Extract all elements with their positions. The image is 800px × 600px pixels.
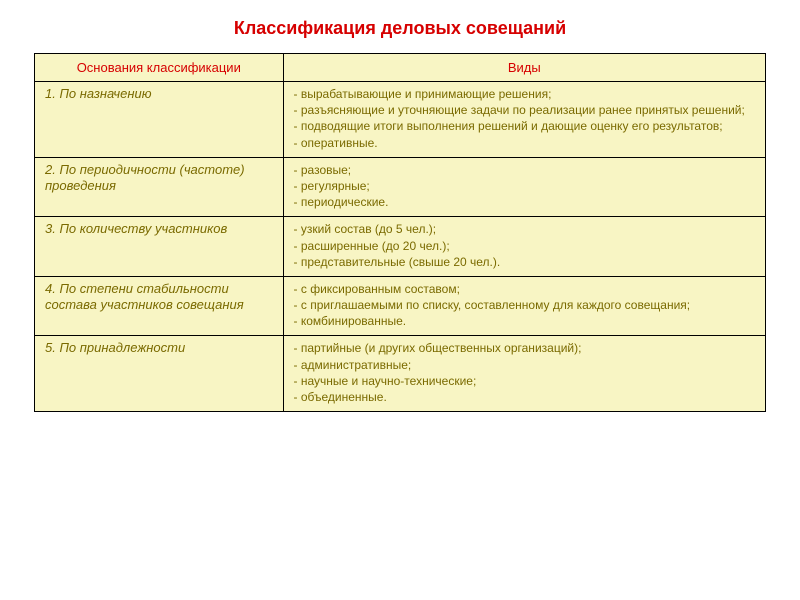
type-item: - комбинированные. [294, 313, 755, 329]
table-row: 4. По степени стабильности состава участ… [35, 276, 766, 336]
type-item: - объединенные. [294, 389, 755, 405]
classification-basis: 5. По принадлежности [35, 336, 284, 412]
type-item: - периодические. [294, 194, 755, 210]
type-item: - с приглашаемыми по списку, составленно… [294, 297, 755, 313]
type-item: - научные и научно-технические; [294, 373, 755, 389]
type-item: - с фиксированным составом; [294, 281, 755, 297]
col-header-basis: Основания классификации [35, 54, 284, 82]
type-item: - узкий состав (до 5 чел.); [294, 221, 755, 237]
classification-types: - вырабатывающие и принимающие решения;-… [283, 82, 765, 158]
type-item: - регулярные; [294, 178, 755, 194]
table-row: 3. По количеству участников- узкий соста… [35, 217, 766, 277]
type-item: - вырабатывающие и принимающие решения; [294, 86, 755, 102]
table-row: 1. По назначению- вырабатывающие и прини… [35, 82, 766, 158]
classification-basis: 3. По количеству участников [35, 217, 284, 277]
type-item: - партийные (и других общественных орган… [294, 340, 755, 356]
table-row: 2. По периодичности (частоте) проведения… [35, 157, 766, 217]
type-item: - административные; [294, 357, 755, 373]
classification-basis: 1. По назначению [35, 82, 284, 158]
type-item: - разовые; [294, 162, 755, 178]
page-title: Классификация деловых совещаний [34, 18, 766, 39]
classification-types: - разовые;- регулярные;- периодические. [283, 157, 765, 217]
table-row: 5. По принадлежности - партийные (и други… [35, 336, 766, 412]
table-header-row: Основания классификации Виды [35, 54, 766, 82]
page: Классификация деловых совещаний Основани… [0, 0, 800, 600]
type-item: - расширенные (до 20 чел.); [294, 238, 755, 254]
type-item: - оперативные. [294, 135, 755, 151]
type-item: - представительные (свыше 20 чел.). [294, 254, 755, 270]
classification-basis: 4. По степени стабильности состава участ… [35, 276, 284, 336]
classification-types: - узкий состав (до 5 чел.);- расширенные… [283, 217, 765, 277]
table-body: 1. По назначению- вырабатывающие и прини… [35, 82, 766, 412]
col-header-types: Виды [283, 54, 765, 82]
classification-types: - партийные (и других общественных орган… [283, 336, 765, 412]
type-item: - подводящие итоги выполнения решений и … [294, 118, 755, 134]
type-item: - разъясняющие и уточняющие задачи по ре… [294, 102, 755, 118]
classification-types: - с фиксированным составом;- с приглашае… [283, 276, 765, 336]
classification-basis: 2. По периодичности (частоте) проведения [35, 157, 284, 217]
classification-table: Основания классификации Виды 1. По назна… [34, 53, 766, 412]
